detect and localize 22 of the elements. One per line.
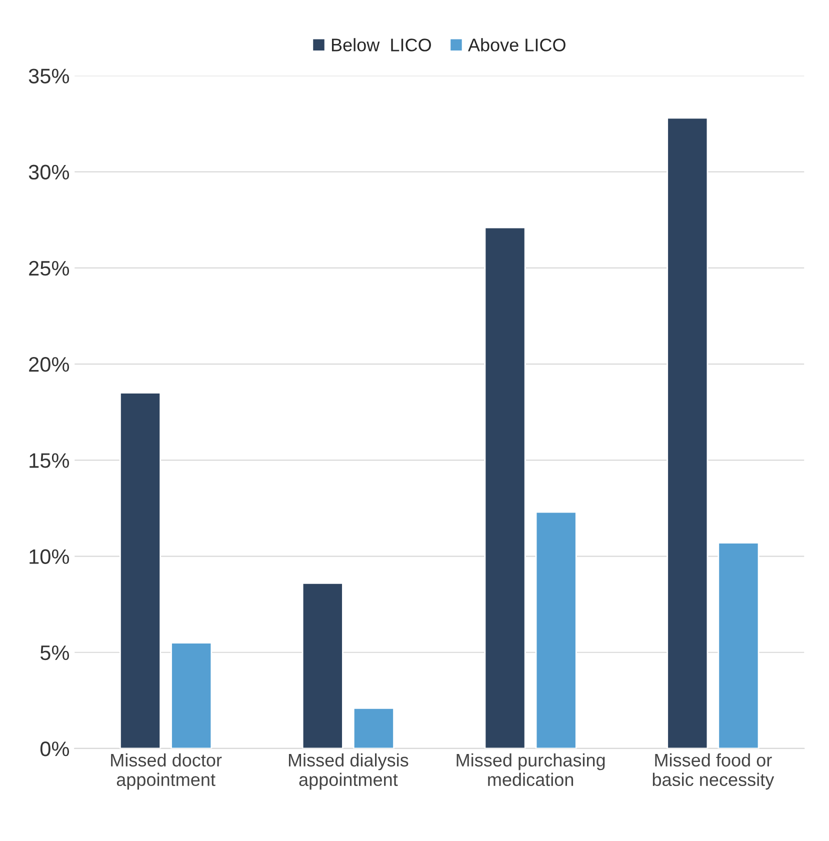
y-tick-label: 10%: [30, 549, 70, 564]
x-tick-label: Missed dialysis appointment: [288, 753, 408, 790]
bar: [170, 642, 212, 748]
x-tick-label: Missed food or basic necessity: [652, 753, 774, 790]
y-tick-label: 20%: [29, 357, 70, 372]
x-tick-label: Missed purchasing medication: [456, 753, 605, 786]
legend-label: Above LICO: [468, 38, 566, 52]
y-tick-label: 15%: [30, 453, 70, 468]
bar: [352, 707, 394, 748]
y-tick-label: 5%: [40, 645, 70, 660]
legend-label: Below LICO: [332, 38, 431, 52]
y-tick-label: 0%: [40, 741, 70, 756]
bar: [484, 226, 526, 748]
bar: [120, 392, 162, 748]
y-tick-label: 35%: [28, 68, 70, 84]
y-tick-label: 30%: [28, 164, 70, 180]
bar: [535, 511, 577, 748]
bar: [666, 117, 708, 748]
x-tick-label: Missed doctor appointment: [111, 753, 222, 790]
y-tick-label: 25%: [29, 260, 70, 276]
bar: [718, 542, 760, 748]
bar: [302, 582, 344, 748]
